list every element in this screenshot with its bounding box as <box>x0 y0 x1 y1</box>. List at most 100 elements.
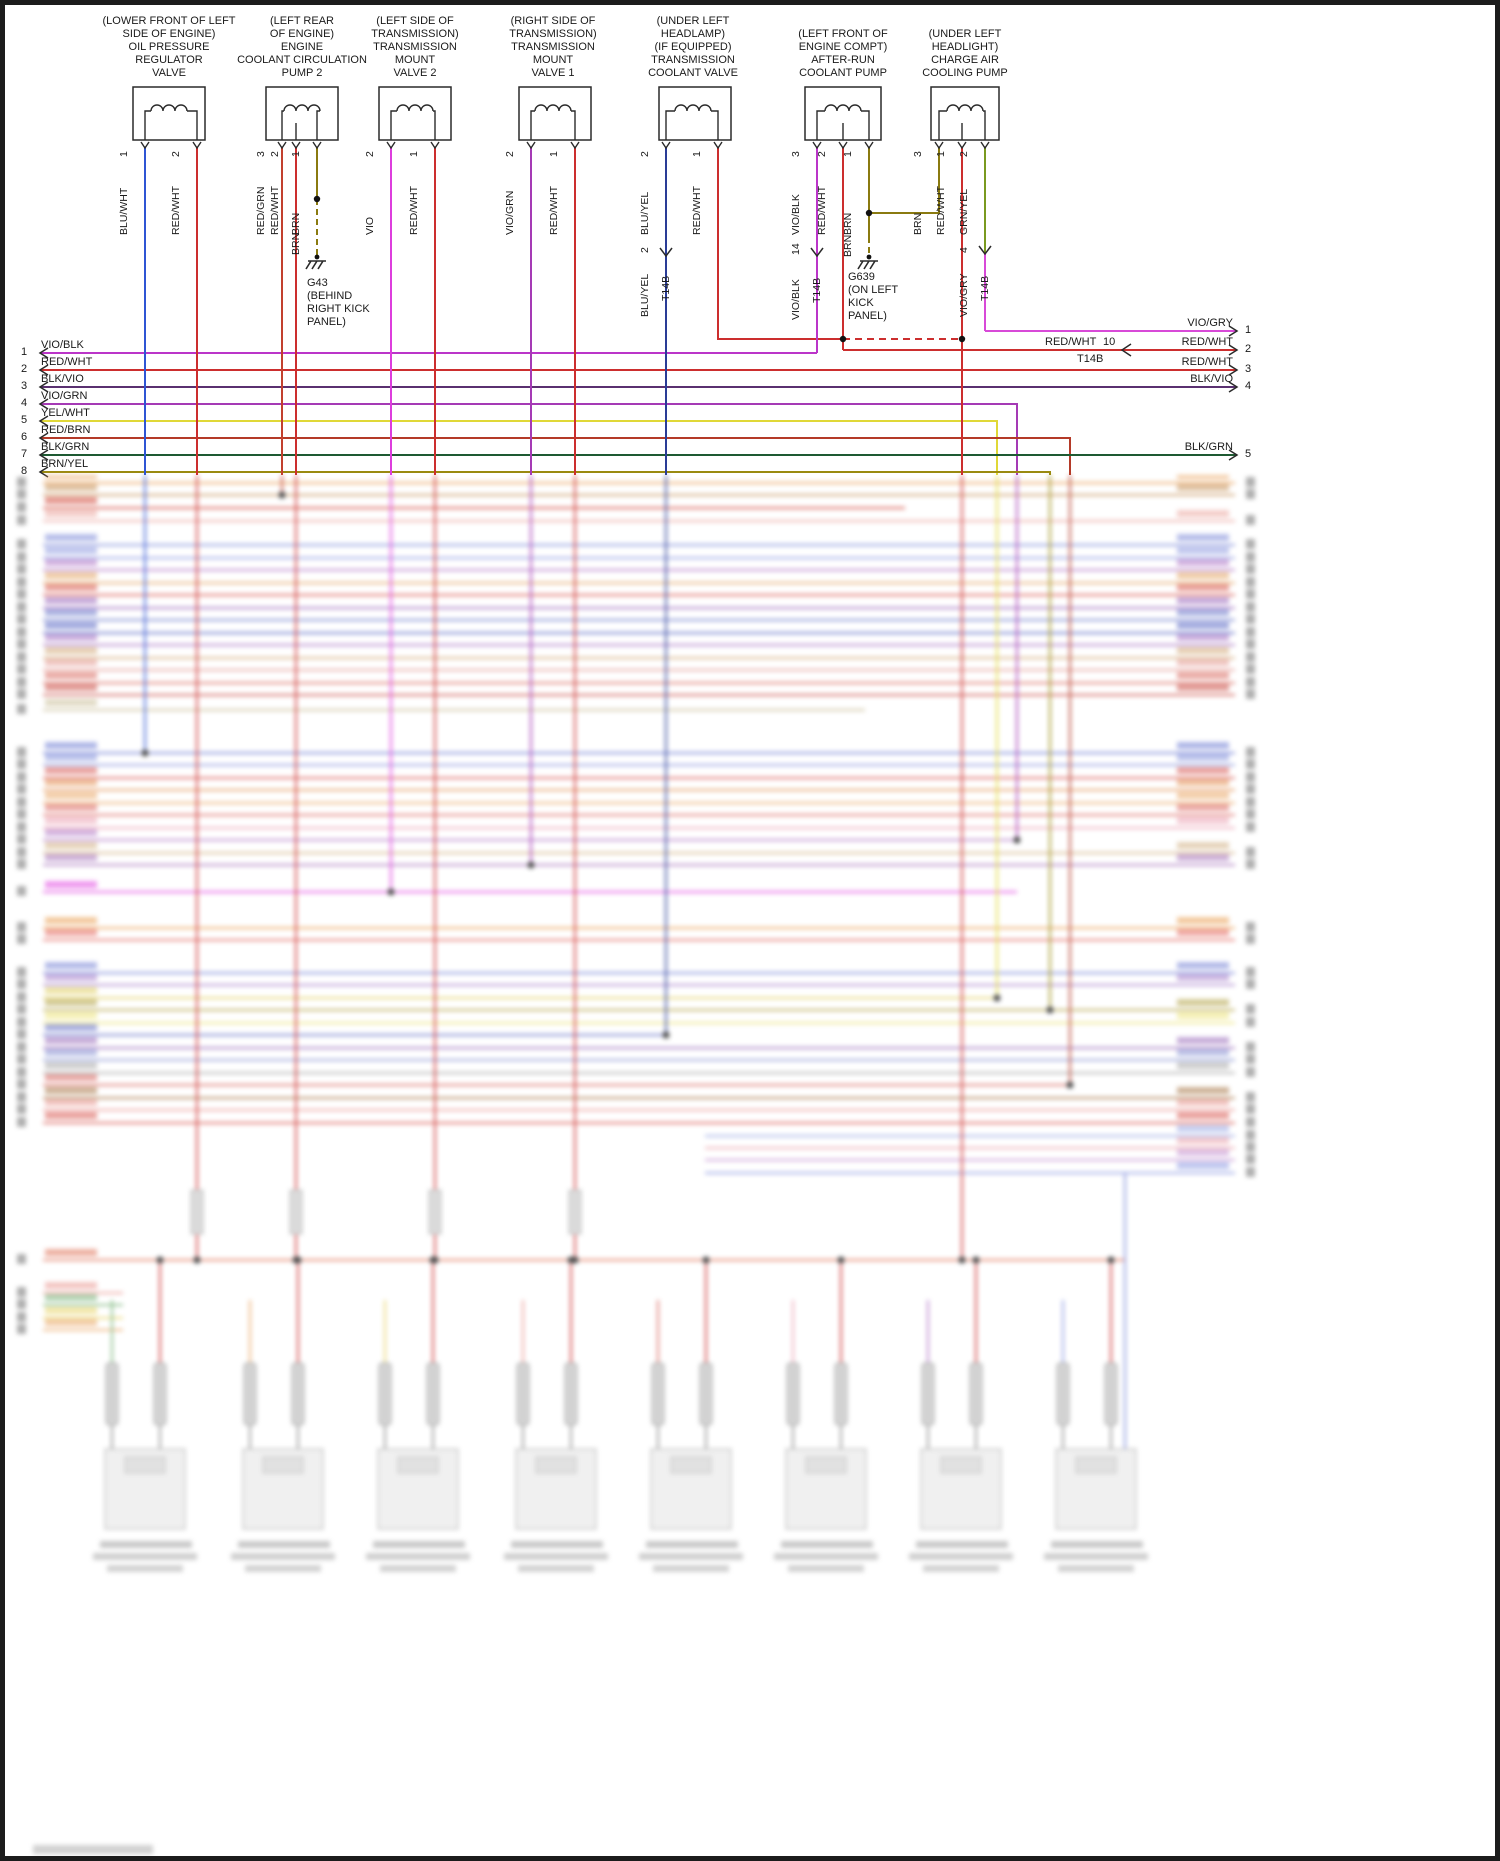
blurred-wiring-svg <box>17 472 1255 1854</box>
ground-g43-icon <box>305 260 326 270</box>
wire-color-label: RED/WHT <box>269 186 281 235</box>
wire-color-label: RED/WHT <box>935 186 947 235</box>
wire-color-label: RED/WHT <box>816 186 828 235</box>
pin-number: 2 <box>364 151 376 157</box>
connector-cavity: 10 <box>1103 336 1116 348</box>
row-label: BLK/VIO <box>1190 373 1233 385</box>
ground-wire-label: BRN <box>842 234 854 257</box>
wire-color-label: VIO/BLK <box>790 279 802 320</box>
component-label: (UNDER LEFT HEADLIGHT) CHARGE AIR COOLIN… <box>922 28 1008 79</box>
wire-color-label: BRN <box>912 212 924 235</box>
row-label: YEL/WHT <box>41 407 90 419</box>
wire-color-label: RED/WHT <box>691 186 703 235</box>
component-box <box>132 86 206 141</box>
pin-number: 2 <box>816 151 828 157</box>
right-edge-connector-icons <box>1228 325 1239 461</box>
row-number: 5 <box>21 414 28 426</box>
row-number: 3 <box>21 380 28 392</box>
wire-red-wht-c5 <box>717 147 843 340</box>
component-box <box>518 86 592 141</box>
inline-connector-chevrons <box>659 245 1132 357</box>
pin-number: 1 <box>842 151 854 157</box>
wire-color-label: BLU/WHT <box>118 187 130 235</box>
connector-cavity: 2 <box>639 247 651 253</box>
coil-icon <box>938 104 986 140</box>
coil-icon <box>390 104 436 140</box>
inline-connector-icons <box>659 245 1132 357</box>
splice-dot <box>866 254 872 260</box>
wire-color-label: VIO/GRY <box>958 273 970 317</box>
pin-number: 1 <box>408 151 420 157</box>
coil-icon <box>530 104 576 140</box>
row-label: RED/WHT <box>1181 356 1233 368</box>
ground-symbols <box>305 260 878 270</box>
coil-icon <box>144 104 198 140</box>
row-number: 7 <box>21 448 28 460</box>
ground-wire-label: BRN <box>290 232 302 255</box>
pin-number: 1 <box>935 151 947 157</box>
connector-name: T14B <box>1077 353 1104 365</box>
pin-number: 1 <box>691 151 703 157</box>
coil-icon <box>665 104 719 140</box>
wire-yel-wht-row <box>40 420 998 475</box>
component-label: (LEFT SIDE OF TRANSMISSION) TRANSMISSION… <box>371 15 459 79</box>
component-label: (LOWER FRONT OF LEFT SIDE OF ENGINE) OIL… <box>102 15 236 79</box>
pin-number: 2 <box>639 151 651 157</box>
component-box <box>378 86 452 141</box>
component-box <box>265 86 339 141</box>
row-label: RED/BRN <box>41 424 91 436</box>
row-label: BLK/GRN <box>41 441 90 453</box>
pin-number: 3 <box>790 151 802 157</box>
wire-color-label: RED/WHT <box>548 186 560 235</box>
bus-rows <box>40 330 1237 475</box>
wire-color-label: VIO <box>364 216 376 235</box>
ground-note: G639 (ON LEFT KICK PANEL) <box>848 271 899 322</box>
component-wires <box>144 147 986 475</box>
wire-color-label: RED/WHT <box>170 186 182 235</box>
pin-number: 1 <box>548 151 560 157</box>
row-number: 2 <box>21 363 28 375</box>
blurred-lower-section <box>5 472 1495 1856</box>
pin-number: 1 <box>118 151 130 157</box>
wire-color-label: BLU/YEL <box>639 273 651 317</box>
wire-color-label: BLU/YEL <box>639 191 651 235</box>
row-number: 4 <box>21 397 28 409</box>
pin-number: 2 <box>958 151 970 157</box>
pin-number: 2 <box>504 151 516 157</box>
component-label: (LEFT REAR OF ENGINE) ENGINE COOLANT CIR… <box>237 15 367 79</box>
pin-number: 2 <box>170 151 182 157</box>
edge-chevrons <box>38 325 1239 478</box>
connector-cavity: 4 <box>958 247 970 253</box>
left-edge-connector-icons <box>38 347 49 478</box>
row-label: BLK/VIO <box>41 373 84 385</box>
row-label: VIO/BLK <box>41 339 84 351</box>
coil-icon <box>816 104 870 140</box>
pin-number: 2 <box>269 151 281 157</box>
row-number: 1 <box>1245 324 1252 336</box>
splice-dot <box>313 195 321 203</box>
component-label: (RIGHT SIDE OF TRANSMISSION) TRANSMISSIO… <box>509 15 597 79</box>
row-number: 3 <box>1245 363 1252 375</box>
wire-color-label: BRN <box>290 212 302 235</box>
wire-color-label: BRN <box>842 212 854 235</box>
row-label: RED/WHT <box>41 356 93 368</box>
row-label: VIO/GRN <box>41 390 88 402</box>
wire-color-label: VIO/BLK <box>790 194 802 235</box>
row-label: BLK/GRN <box>1184 441 1233 453</box>
coil-symbols <box>144 104 986 140</box>
splice-dot <box>314 254 320 260</box>
row-number: 5 <box>1245 448 1252 460</box>
row-number: 2 <box>1245 343 1252 355</box>
wire-color-label: RED/GRN <box>255 186 267 235</box>
coil-icon <box>281 104 321 140</box>
pin-number: 3 <box>912 151 924 157</box>
component-label: (UNDER LEFT HEADLAMP) (IF EQUIPPED) TRAN… <box>648 15 738 79</box>
wire-red-brn-row <box>40 437 1071 475</box>
pin-chevrons <box>140 141 990 150</box>
row-label: VIO/GRY <box>1187 317 1233 329</box>
component-box <box>658 86 732 141</box>
pin-number: 3 <box>255 151 267 157</box>
splice-dot <box>865 209 873 217</box>
wire-color-label: RED/WHT <box>1045 336 1097 348</box>
